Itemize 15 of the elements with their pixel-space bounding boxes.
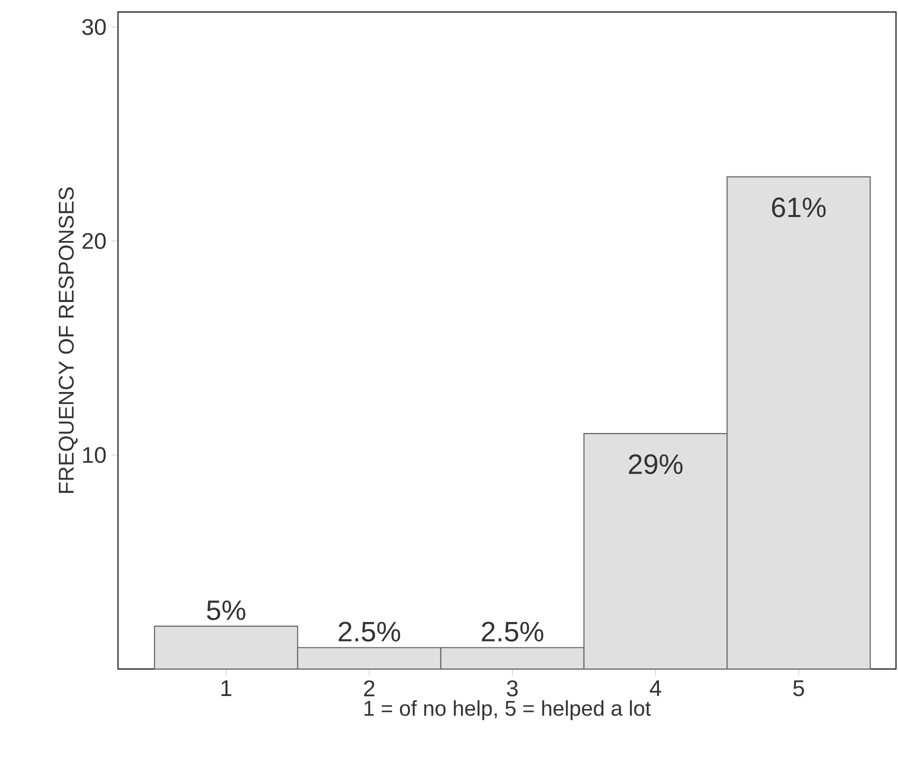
x-tick-label: 3 — [506, 680, 518, 696]
y-tick-label: 10 — [83, 446, 106, 464]
annotation: 5% — [206, 600, 246, 620]
y-tick-label: 30 — [82, 18, 106, 36]
annotation: 61% — [772, 197, 826, 218]
y-axis-title: FREQUENCY OF RESPONSES — [58, 187, 78, 493]
annotation: 2.5% — [338, 622, 400, 642]
x-tick-label: 1 — [222, 680, 232, 696]
annotation: 2.5% — [482, 622, 544, 642]
x-tick-label: 2 — [364, 680, 374, 696]
x-axis-title: 1 = of no help, 5 = helped a lot — [364, 700, 651, 720]
annotation: 29% — [628, 454, 683, 474]
y-tick-label: 20 — [82, 232, 106, 250]
x-tick-label: 4 — [650, 680, 662, 696]
x-tick-label: 5 — [793, 680, 804, 696]
